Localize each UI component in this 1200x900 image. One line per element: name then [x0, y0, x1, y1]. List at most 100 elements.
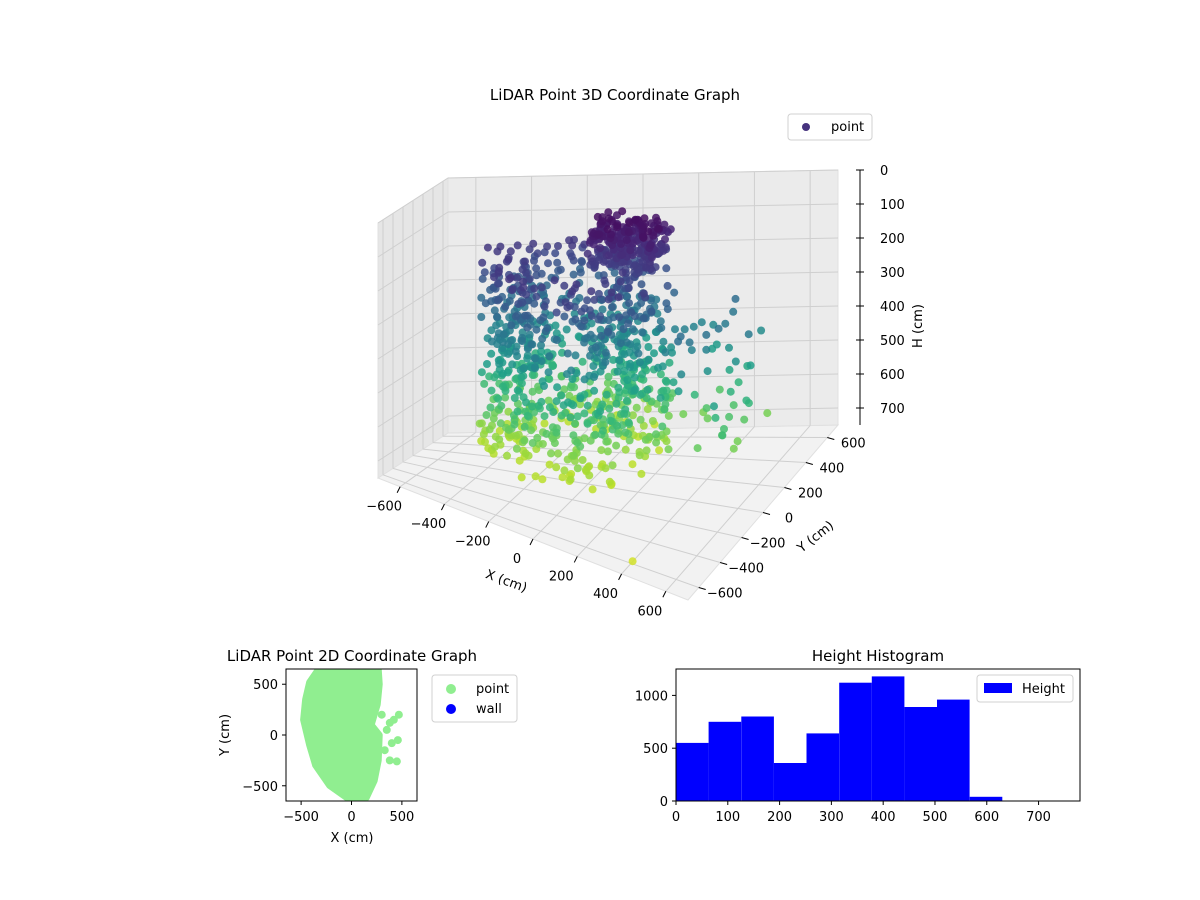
point-3d: [667, 343, 676, 352]
point-3d: [543, 242, 552, 251]
point-3d: [497, 401, 506, 410]
point-3d: [558, 473, 567, 482]
point-3d: [523, 323, 532, 332]
point-3d: [597, 332, 606, 340]
point-3d: [603, 447, 612, 456]
point-3d: [569, 270, 578, 279]
histogram-title: Height Histogram: [812, 647, 944, 665]
point-3d: [495, 359, 504, 368]
point-3d: [522, 398, 530, 407]
y-tick-label: 0: [785, 512, 793, 527]
point-3d: [566, 413, 575, 422]
z-tick-label: 100: [880, 198, 905, 213]
point-3d: [633, 342, 642, 351]
point-3d: [544, 259, 552, 268]
point-3d: [520, 422, 529, 431]
point-2d-region: [300, 669, 383, 801]
point-3d: [666, 225, 675, 234]
y-tick-label: 0: [660, 795, 668, 810]
point-3d: [485, 425, 494, 434]
point-3d: [624, 283, 633, 292]
point-3d: [746, 361, 755, 370]
point-3d: [533, 249, 542, 258]
point-3d: [620, 350, 629, 359]
point-3d: [505, 275, 514, 284]
point-3d: [550, 276, 559, 285]
point-3d: [496, 242, 505, 251]
z-tick-label: 200: [880, 232, 905, 247]
point-3d: [565, 236, 574, 245]
histogram-ticks: 0 100 200 300 400 500 600 700 0 500 1000: [635, 689, 1051, 825]
point-3d: [615, 313, 624, 322]
x-tick-label: 500: [389, 810, 414, 825]
3d-point-cloud: [475, 207, 772, 566]
point-3d: [573, 412, 582, 421]
point-3d: [643, 385, 652, 394]
point-3d: [608, 461, 617, 470]
point-3d: [480, 268, 489, 277]
point-3d: [537, 283, 546, 292]
point-3d: [605, 477, 614, 486]
point-3d: [523, 411, 532, 420]
2d-point-cloud: [300, 669, 403, 801]
point-3d: [530, 256, 538, 265]
point-3d: [574, 332, 583, 341]
point-3d: [596, 325, 605, 334]
y-tick: [827, 437, 835, 440]
point-3d: [560, 281, 569, 290]
point-3d: [487, 349, 496, 358]
point-3d: [545, 352, 554, 361]
point-3d: [598, 305, 607, 314]
point-3d: [625, 363, 634, 372]
point-3d: [508, 285, 517, 293]
point-3d: [517, 473, 526, 482]
y-tick-label: 400: [819, 462, 844, 477]
histogram-bar: [904, 707, 937, 801]
point-3d: [660, 405, 669, 414]
point-3d: [554, 242, 562, 250]
3d-ticks: −600 −400 −200 0 200 400 600 −600 −400 −200 0 200 40…: [366, 164, 905, 619]
point-3d: [661, 348, 670, 357]
point-3d: [537, 397, 546, 406]
x-tick-label: 200: [549, 569, 574, 584]
point-3d: [640, 214, 649, 223]
point-3d: [505, 296, 514, 305]
point-3d: [506, 336, 515, 345]
point-3d: [595, 230, 604, 239]
histogram-bar: [839, 682, 872, 801]
chart-2d: LiDAR Point 2D Coordinate Graph −500−500…: [218, 647, 518, 846]
point-3d: [561, 298, 570, 307]
point-3d: [729, 401, 738, 410]
z-tick-label: 300: [880, 266, 905, 281]
point-3d: [540, 302, 549, 311]
y-tick-label: 600: [841, 437, 866, 452]
point-3d: [576, 268, 585, 277]
point-3d: [528, 402, 537, 411]
point-3d: [521, 257, 529, 266]
point-3d: [558, 348, 566, 357]
point-3d: [487, 337, 496, 346]
point-3d: [528, 371, 537, 379]
point-3d: [550, 439, 559, 448]
legend-label-point: point: [476, 682, 509, 697]
grid-line-y: [392, 467, 721, 563]
point-3d: [565, 391, 574, 400]
x-tick-label: −200: [455, 535, 491, 550]
point-3d: [697, 318, 706, 327]
point-3d: [711, 413, 720, 422]
point-3d: [718, 431, 727, 440]
point-3d: [573, 464, 582, 473]
point-3d: [634, 349, 643, 358]
point-3d: [563, 455, 572, 464]
point-3d: [618, 207, 627, 216]
point-3d: [583, 419, 592, 428]
point-3d: [499, 330, 508, 339]
point-3d: [597, 446, 606, 455]
point-3d: [615, 356, 624, 365]
point-3d: [628, 557, 637, 566]
point-2d-group: [300, 669, 403, 801]
point-3d: [638, 328, 647, 337]
point-3d: [680, 325, 689, 334]
point-3d: [563, 349, 572, 358]
x-tick-label: 100: [715, 810, 740, 825]
